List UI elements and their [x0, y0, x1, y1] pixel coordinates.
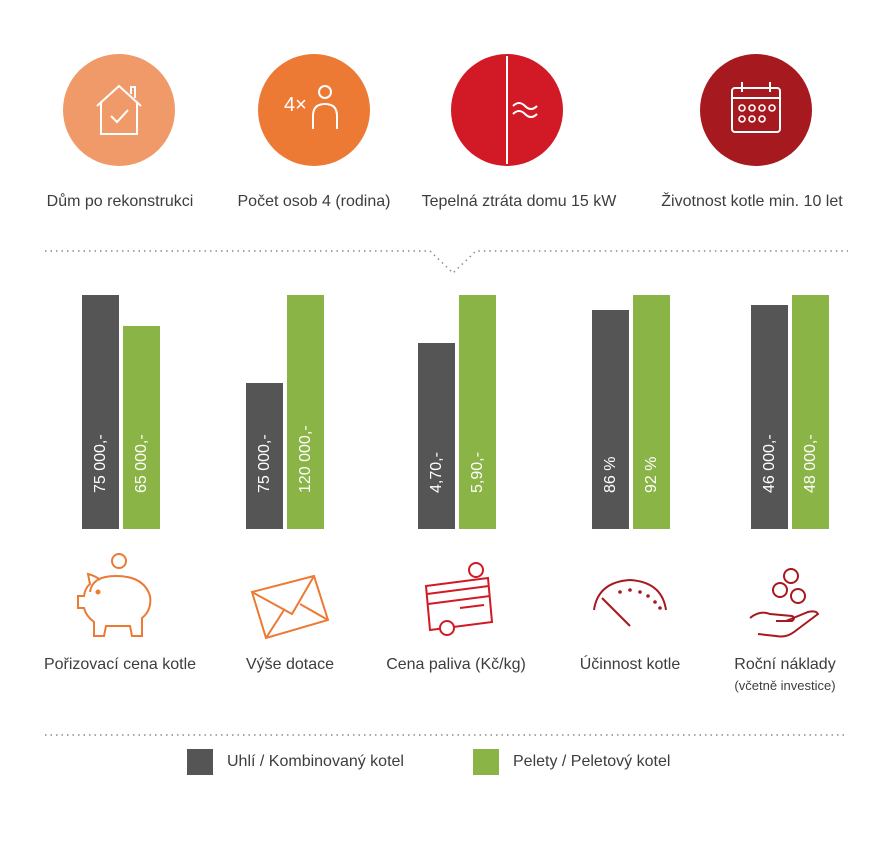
bar-coal-1: [246, 383, 283, 529]
category-label-efficiency: Účinnost kotle: [579, 656, 681, 673]
bar-pellets-3: [633, 295, 670, 529]
bar-value-label: 65 000,-: [133, 434, 150, 493]
top-label-persons: Počet osob 4 (rodina): [237, 193, 391, 210]
heat-loss-circle: [451, 54, 563, 166]
category-label-subsidy: Výše dotace: [245, 656, 335, 673]
top-divider: [45, 250, 848, 275]
bar-value-label: 75 000,-: [92, 434, 109, 493]
piggy-bank-icon: [77, 553, 152, 637]
house-circle: [63, 54, 175, 166]
bar-pellets-4: [792, 295, 829, 529]
legend-swatch-coal: [187, 749, 213, 775]
bar-value-label: 4,70,-: [428, 452, 445, 493]
top-label-heat-loss: Tepelná ztráta domu 15 kW: [421, 193, 617, 210]
bar-pellets-0: [123, 326, 160, 529]
category-label-fuel-price: Cena paliva (Kč/kg): [386, 656, 526, 673]
bar-value-label: 86 %: [602, 456, 619, 493]
category-note-annual-costs: (včetně investice): [734, 678, 836, 693]
bar-pellets-2: [459, 295, 496, 529]
category-label-annual-costs: Roční náklady: [734, 656, 836, 673]
category-label-purchase: Pořizovací cena kotle: [43, 656, 197, 673]
top-label-house: Dům po rekonstrukci: [46, 193, 194, 210]
bar-value-label: 46 000,-: [761, 434, 778, 493]
bar-coal-2: [418, 343, 455, 529]
top-label-lifetime: Životnost kotle min. 10 let: [661, 193, 843, 210]
legend-label-coal: Uhlí / Kombinovaný kotel: [227, 753, 404, 770]
person-4x-icon: 4×: [284, 85, 338, 129]
bar-value-label: 48 000,-: [802, 434, 819, 493]
bar-coal-0: [82, 295, 119, 529]
bar-pellets-1: [287, 295, 324, 529]
lifetime-circle: [700, 54, 812, 166]
legend-label-pellets: Pelety / Peletový kotel: [513, 753, 671, 770]
heat-wave-icon: [506, 56, 538, 164]
bar-value-label: 75 000,-: [256, 434, 273, 493]
bar-value-label: 92 %: [643, 456, 660, 493]
envelope-icon: [250, 574, 330, 640]
gauge-icon: [593, 578, 667, 627]
hand-coins-icon: [749, 568, 820, 638]
bottom-divider: [45, 734, 848, 736]
persons-circle: 4×: [258, 54, 370, 166]
bar-coal-3: [592, 310, 629, 529]
person-count-text: 4×: [284, 94, 307, 116]
calendar-icon: [731, 82, 781, 133]
bar-value-label: 5,90,-: [469, 452, 486, 493]
legend-swatch-pellets: [473, 749, 499, 775]
bar-value-label: 120 000,-: [297, 425, 314, 493]
bar-coal-4: [751, 305, 788, 529]
card-coin-icon: [424, 562, 494, 636]
house-check-icon: [96, 84, 142, 135]
